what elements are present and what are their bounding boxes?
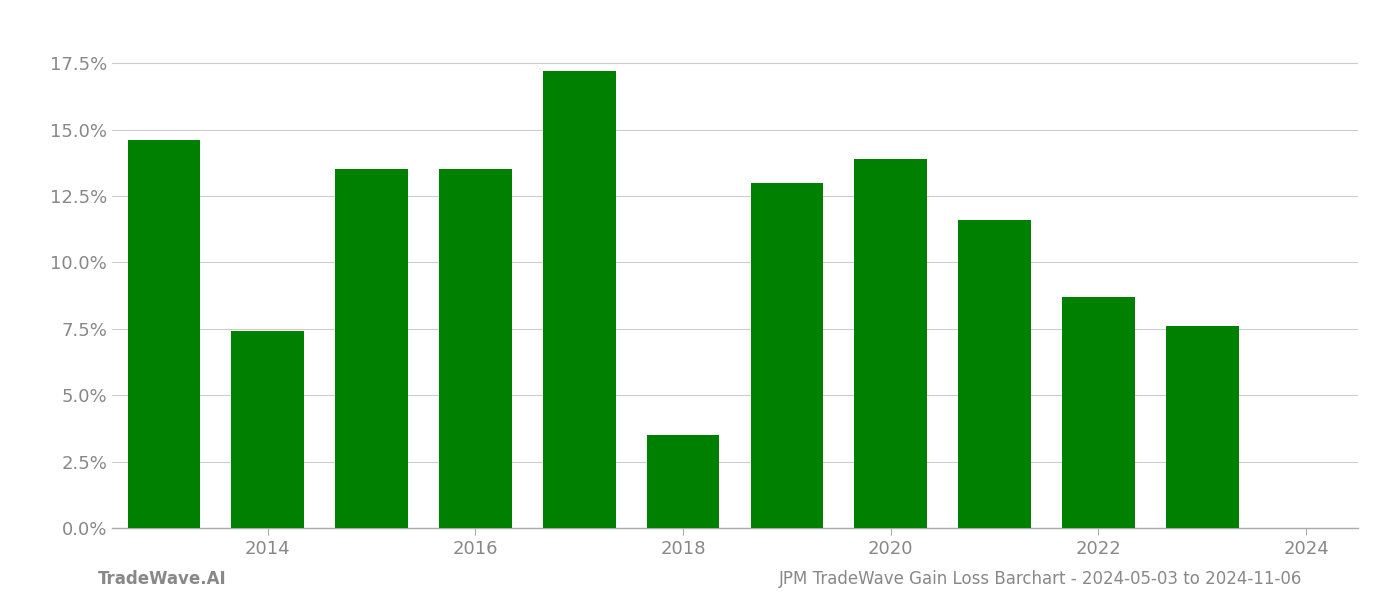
Bar [1063,297,1135,528]
Bar [231,331,304,528]
Bar [543,71,616,528]
Text: TradeWave.AI: TradeWave.AI [98,570,227,588]
Bar [750,183,823,528]
Bar [854,159,927,528]
Text: JPM TradeWave Gain Loss Barchart - 2024-05-03 to 2024-11-06: JPM TradeWave Gain Loss Barchart - 2024-… [778,570,1302,588]
Bar [440,169,512,528]
Bar [335,169,407,528]
Bar [1166,326,1239,528]
Bar [647,435,720,528]
Bar [958,220,1030,528]
Bar [127,140,200,528]
